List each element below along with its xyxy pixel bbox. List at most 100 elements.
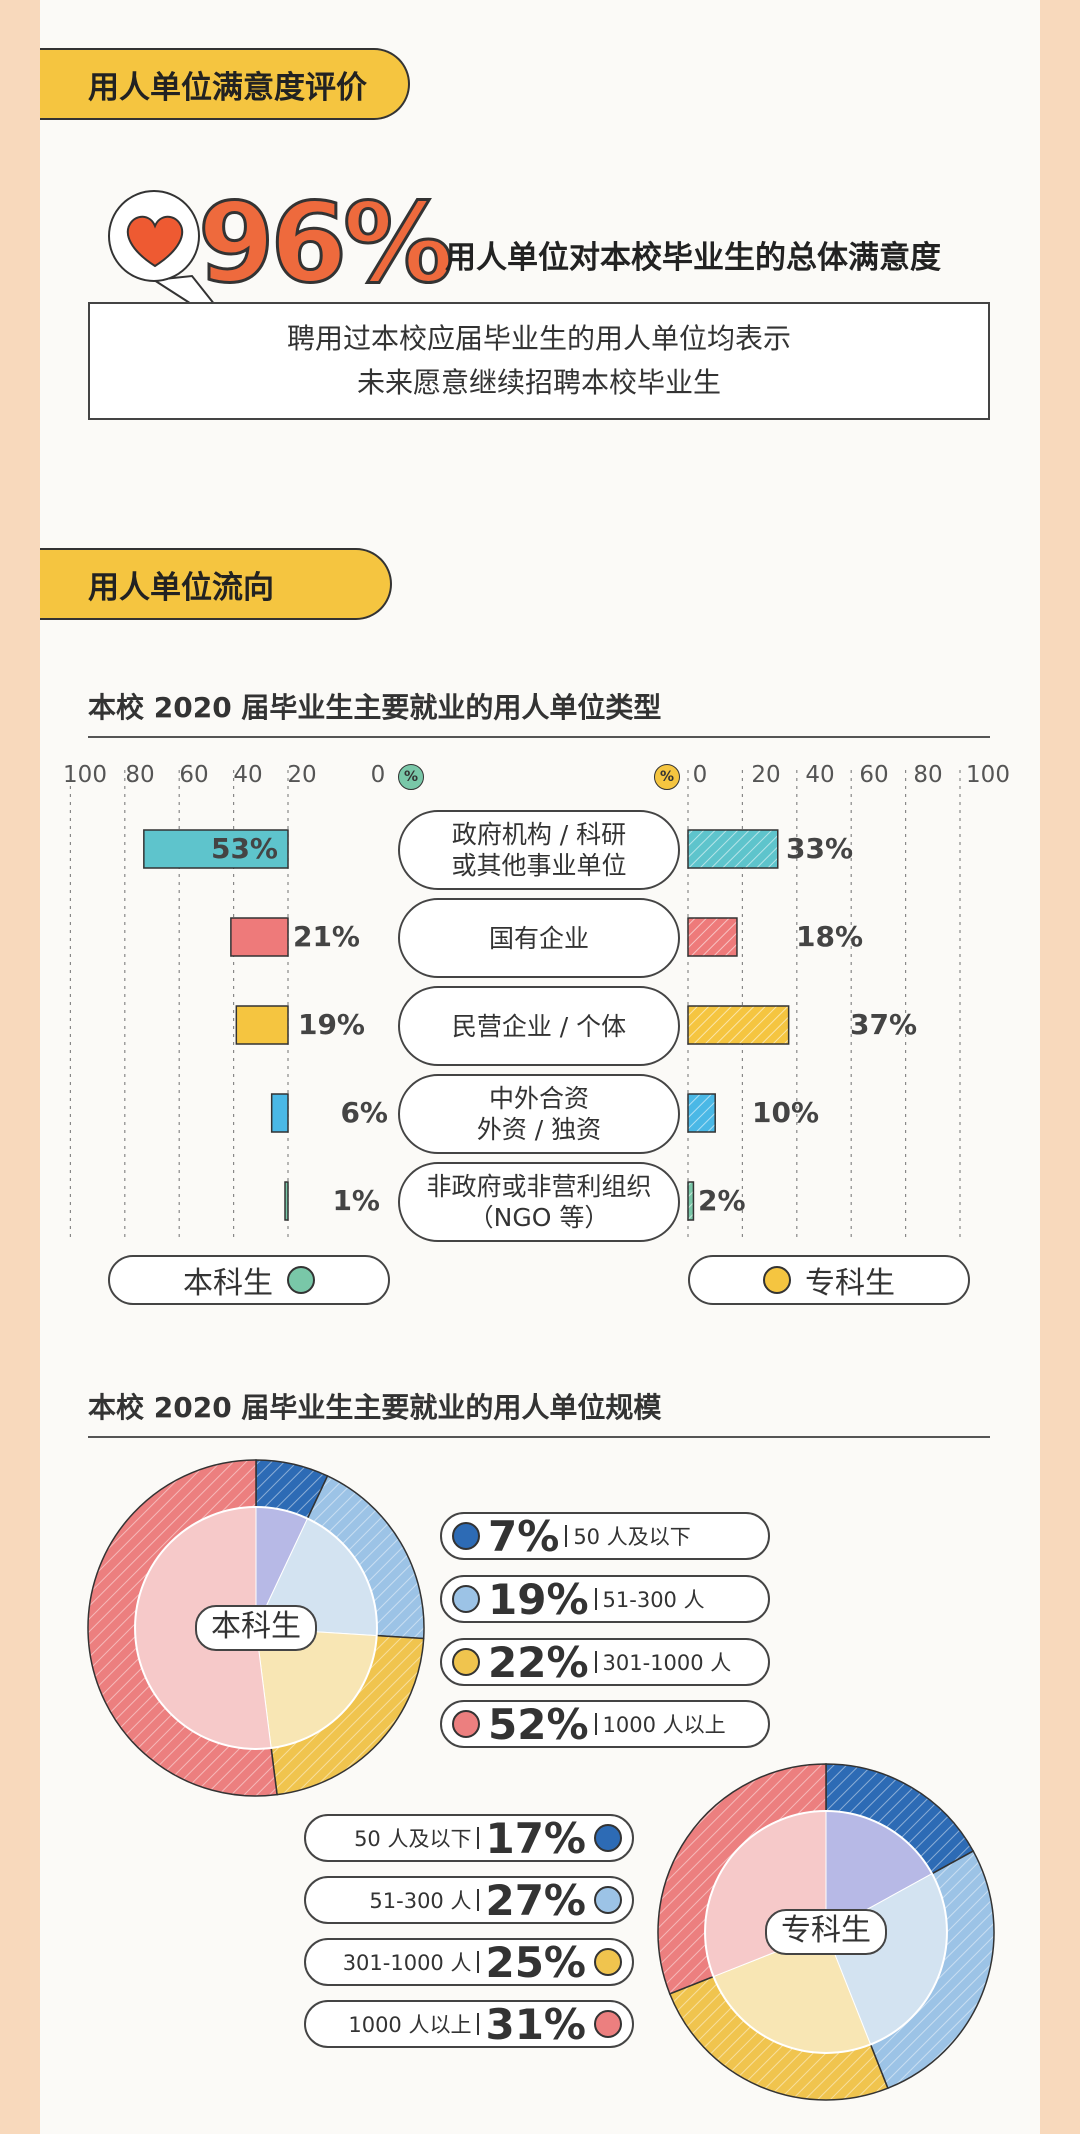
category-pill-foreign: 中外合资 外资 / 独资	[398, 1074, 680, 1154]
heart-icon	[126, 215, 184, 268]
bar-value-left: 6%	[340, 1096, 388, 1129]
size-label: 1000 人以上	[348, 2013, 472, 2037]
satisfaction-label: 用人单位对本校毕业生的总体满意度	[445, 240, 941, 276]
axis-tick-right-20: 20	[751, 762, 781, 788]
category-label: 政府机构 / 科研	[451, 820, 627, 849]
size-value: 22%	[488, 1637, 589, 1687]
size-row-junior-2: 51-300 人 27%	[304, 1875, 634, 1925]
axis-tick-left-80: 80	[125, 762, 155, 788]
size-value: 27%	[485, 1875, 586, 1925]
bar-value-left: 53%	[210, 832, 278, 865]
bar-undergraduate	[270, 1093, 289, 1133]
size-label: 50 人及以下	[573, 1525, 691, 1549]
infographic-page: 用人单位满意度评价 96% 用人单位对本校毕业生的总体满意度 聘用过本校应届毕业…	[40, 0, 1040, 2134]
separator	[594, 1713, 597, 1735]
category-label: 或其他事业单位	[451, 851, 627, 880]
size-value: 7%	[488, 1511, 560, 1561]
axis-tick-right-100: 100	[966, 762, 1010, 788]
legend-junior-college: 专科生	[688, 1255, 970, 1305]
donut-center-label-undergraduate: 本科生	[195, 1605, 317, 1651]
percent-icon: %	[398, 764, 424, 790]
size-label: 301-1000 人	[342, 1951, 472, 1975]
donut-inner-ring	[134, 1506, 378, 1750]
legend-dot	[452, 1585, 480, 1613]
category-pill-government: 政府机构 / 科研 或其他事业单位	[398, 810, 680, 890]
separator	[477, 1951, 480, 1973]
legend-dot	[594, 1824, 622, 1852]
separator	[477, 1827, 480, 1849]
unit-type-bar-chart	[69, 770, 961, 1242]
category-label: 中外合资	[488, 1084, 589, 1113]
category-label: 外资 / 独资	[476, 1115, 602, 1144]
legend-dot	[452, 1522, 480, 1550]
legend-undergraduate: 本科生	[108, 1255, 390, 1305]
legend-dot	[594, 1886, 622, 1914]
section-title-satisfaction: 用人单位满意度评价	[40, 48, 410, 120]
legend-label: 专科生	[805, 1266, 895, 1301]
size-label: 1000 人以上	[602, 1713, 726, 1737]
unit-size-chart-title: 本校 2020 届毕业生主要就业的用人单位规模	[88, 1386, 990, 1438]
bar-junior-college	[687, 1093, 716, 1133]
unit-type-chart-title: 本校 2020 届毕业生主要就业的用人单位类型	[88, 686, 990, 738]
category-label: 非政府或非营利组织	[426, 1172, 652, 1201]
legend-dot	[452, 1710, 480, 1738]
donut-inner-ring	[704, 1810, 948, 2054]
bar-value-left: 21%	[292, 920, 360, 953]
percent-icon: %	[654, 764, 680, 790]
category-label: （NGO 等）	[468, 1203, 610, 1232]
legend-dot	[594, 1948, 622, 1976]
size-row-undergrad-4: 52% 1000 人以上	[440, 1700, 770, 1749]
size-value: 19%	[488, 1574, 589, 1624]
size-label: 51-300 人	[602, 1588, 705, 1612]
donut-center-label-junior: 专科生	[765, 1909, 887, 1955]
size-label: 50 人及以下	[354, 1827, 472, 1851]
axis-tick-right-40: 40	[805, 762, 835, 788]
axis-tick-left-0: 0	[370, 762, 386, 788]
legend-dot	[287, 1266, 315, 1294]
axis-tick-left-60: 60	[179, 762, 209, 788]
size-row-undergrad-1: 7% 50 人及以下	[440, 1511, 770, 1561]
axis-tick-left-100: 100	[63, 762, 107, 788]
separator	[565, 1525, 568, 1547]
bar-value-left: 19%	[297, 1008, 365, 1041]
bar-value-right: 33%	[786, 832, 854, 865]
size-row-junior-4: 1000 人以上 31%	[304, 2000, 634, 2049]
category-label: 国有企业	[488, 923, 589, 953]
satisfaction-note-box: 聘用过本校应届毕业生的用人单位均表示 未来愿意继续招聘本校毕业生	[88, 302, 990, 420]
axis-tick-left-20: 20	[287, 762, 317, 788]
size-value: 17%	[485, 1813, 586, 1863]
separator	[594, 1651, 597, 1673]
legend-dot	[763, 1266, 791, 1294]
axis-tick-left-40: 40	[233, 762, 263, 788]
category-pill-state-owned: 国有企业	[398, 898, 680, 978]
bar-undergraduate	[235, 1005, 289, 1045]
size-label: 301-1000 人	[602, 1651, 732, 1675]
section-title-flow: 用人单位流向	[40, 548, 392, 620]
unit-size-donut-charts	[87, 1459, 995, 2101]
bar-junior-college	[687, 1181, 695, 1221]
bar-junior-college	[687, 1005, 790, 1045]
size-row-junior-3: 301-1000 人 25%	[304, 1937, 634, 1987]
bar-value-right: 10%	[752, 1096, 820, 1129]
satisfaction-percent: 96%	[196, 179, 454, 307]
size-value: 25%	[485, 1937, 586, 1987]
separator	[477, 2013, 480, 2035]
axis-tick-right-0: 0	[692, 762, 708, 788]
bar-junior-college	[687, 829, 779, 869]
bar-value-left: 1%	[332, 1184, 380, 1217]
category-pill-private: 民营企业 / 个体	[398, 986, 680, 1066]
satisfaction-note-line2: 未来愿意继续招聘本校毕业生	[356, 366, 721, 399]
axis-tick-right-60: 60	[859, 762, 889, 788]
category-label: 民营企业 / 个体	[451, 1011, 627, 1041]
bar-value-right: 18%	[796, 920, 864, 953]
size-row-undergrad-3: 22% 301-1000 人	[440, 1637, 770, 1687]
size-row-junior-1: 50 人及以下 17%	[304, 1813, 634, 1863]
bar-junior-college	[687, 917, 738, 957]
legend-label: 本科生	[183, 1266, 273, 1301]
bar-undergraduate	[284, 1181, 289, 1221]
legend-dot	[452, 1648, 480, 1676]
bar-undergraduate	[230, 917, 289, 957]
bar-undergraduate	[143, 829, 289, 869]
axis-tick-right-80: 80	[913, 762, 943, 788]
bar-value-right: 2%	[698, 1184, 746, 1217]
